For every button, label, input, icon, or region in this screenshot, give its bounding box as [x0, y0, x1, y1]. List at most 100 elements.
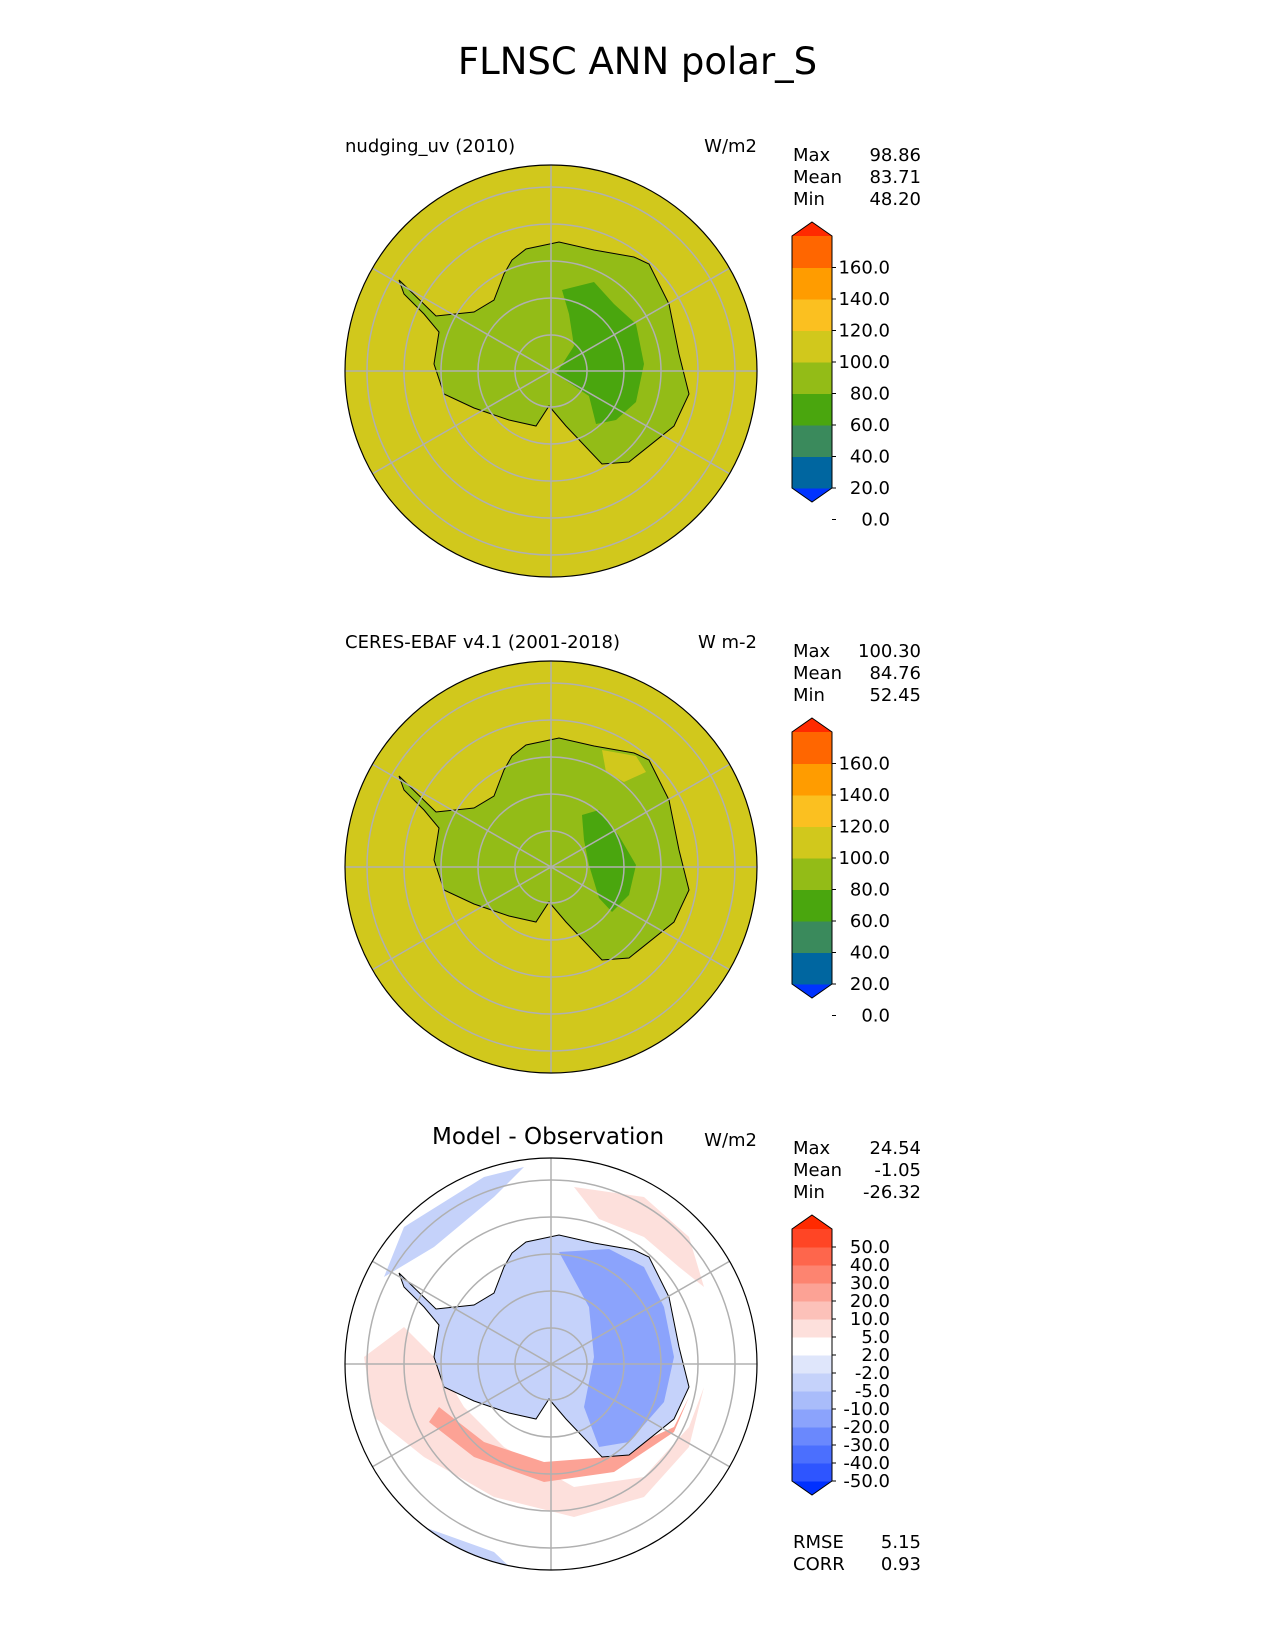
colorbar-segment	[792, 1355, 832, 1374]
graticule	[345, 165, 757, 577]
panel-2-units: W m-2	[697, 632, 757, 653]
colorbar-outline	[791, 717, 833, 999]
colorbar-tick-label: -5.0	[855, 1381, 890, 1402]
colorbar-segment	[792, 795, 832, 827]
colorbar-outline	[791, 1214, 833, 1496]
panel-3-stats: Max 24.54 Mean -1.05 Min -26.32	[793, 1138, 921, 1204]
panel-2-polar-map	[344, 660, 758, 1074]
colorbar-outline	[791, 221, 833, 503]
colorbar-tick-label: 140.0	[838, 289, 890, 310]
stat-label: Min	[793, 685, 825, 706]
colorbar-tick-label: 160.0	[838, 754, 890, 775]
colorbar-tick-label: -40.0	[843, 1453, 890, 1474]
stat-label: Max	[793, 641, 831, 662]
plateau-region	[582, 810, 636, 912]
colorbar-segment	[792, 763, 832, 796]
colorbar-tick-label: 20.0	[850, 1291, 890, 1312]
map-boundary	[344, 1157, 758, 1571]
colorbar-segment	[792, 267, 832, 300]
panel-3-error-stats: RMSE 5.15 CORR 0.93	[793, 1532, 921, 1576]
colorbar-tick-label: 80.0	[850, 880, 890, 901]
colorbar-segment	[792, 393, 832, 426]
stat-value: 83.71	[869, 167, 921, 188]
colorbar-segment	[792, 858, 832, 890]
panel-1-colorbar: 160.0 140.0 120.0 100.0 80.0 60.0 40.0 20.0 0.0	[791, 221, 890, 531]
panel-2-colorbar: 160.0 140.0 120.0 100.0 80.0 60.0 40.0 20.0 0.0	[791, 717, 890, 1027]
colorbar-segment	[792, 1265, 832, 1284]
colorbar-segment	[792, 1445, 832, 1464]
colorbar-segment	[792, 889, 832, 922]
stat-value: 98.86	[869, 145, 921, 166]
map-boundary	[344, 660, 758, 1074]
colorbar-tick-label: 100.0	[838, 352, 890, 373]
stat-value: 0.93	[880, 1554, 921, 1575]
graticule	[345, 1158, 757, 1570]
negative-land-patch	[559, 1249, 674, 1447]
colorbar-tick-label: 50.0	[850, 1237, 890, 1258]
stat-value: 48.20	[869, 189, 921, 210]
panel-1-title: nudging_uv (2010)	[345, 136, 516, 157]
colorbar-segment	[792, 1427, 832, 1446]
panel-1-units: W/m2	[704, 136, 757, 157]
colorbar-tick-label: 0.0	[861, 1006, 890, 1027]
colorbar-tick-label: -50.0	[843, 1471, 890, 1492]
colorbar-segment	[792, 425, 832, 457]
stat-value: 5.15	[880, 1532, 921, 1553]
colorbar-tick-label: -10.0	[843, 1399, 890, 1420]
colorbar-tick-label: 120.0	[838, 321, 890, 342]
colorbar-segment	[792, 1337, 832, 1356]
colorbar-segment	[792, 456, 832, 489]
colorbar-segment	[792, 1283, 832, 1302]
map-boundary	[344, 164, 758, 578]
stat-value: -1.05	[874, 1160, 921, 1181]
colorbar-segment	[792, 826, 832, 859]
colorbar-tick-label: 140.0	[838, 785, 890, 806]
colorbar-tick-label: 30.0	[850, 1273, 890, 1294]
stat-label: Mean	[793, 663, 843, 684]
colorbar-tick-label: 0.0	[861, 510, 890, 531]
panel-1-stats: Max 98.86 Mean 83.71 Min 48.20	[793, 145, 921, 211]
colorbar-tick-label: 160.0	[838, 258, 890, 279]
colorbar-segment	[792, 1373, 832, 1392]
colorbar-extend-low	[792, 488, 832, 502]
colorbar-segment	[792, 952, 832, 985]
colorbar-segment	[792, 732, 832, 764]
panel-1-polar-map	[344, 164, 758, 578]
colorbar-tick-label: 2.0	[861, 1345, 890, 1366]
colorbar-tick-label: 120.0	[838, 817, 890, 838]
colorbar-tick-label: 60.0	[850, 415, 890, 436]
stat-label: RMSE	[793, 1532, 844, 1553]
colorbar-segment	[792, 1247, 832, 1266]
stat-value: 84.76	[869, 663, 921, 684]
colorbar-extend-high	[792, 1215, 832, 1229]
stat-label: Max	[793, 1138, 831, 1159]
colorbar-segment	[792, 921, 832, 953]
colorbar-tick-label: 80.0	[850, 384, 890, 405]
colorbar-extend-high	[792, 718, 832, 732]
figure-title: FLNSC ANN polar_S	[457, 40, 818, 83]
colorbar-segment	[792, 299, 832, 331]
colorbar-tick-label: 40.0	[850, 447, 890, 468]
coastal-band	[602, 750, 646, 782]
colorbar-segment	[792, 330, 832, 363]
stat-value: -26.32	[862, 1182, 921, 1203]
colorbar-tick-label: 40.0	[850, 1255, 890, 1276]
colorbar-segment	[792, 236, 832, 268]
colorbar-segment	[792, 1391, 832, 1410]
colorbar-extend-low	[792, 984, 832, 998]
colorbar-tick-label: 5.0	[861, 1327, 890, 1348]
stat-label: Max	[793, 145, 831, 166]
colorbar-tick-label: 40.0	[850, 943, 890, 964]
colorbar-tick-label: 100.0	[838, 848, 890, 869]
colorbar-tick-label: 20.0	[850, 974, 890, 995]
colorbar-segment	[792, 1301, 832, 1320]
stat-value: 100.30	[858, 641, 921, 662]
colorbar-extend-high	[792, 222, 832, 236]
colorbar-segment	[792, 1409, 832, 1428]
stat-label: Min	[793, 1182, 825, 1203]
negative-ocean-patch	[384, 1167, 524, 1277]
panel-3-title: Model - Observation	[432, 1124, 665, 1150]
stat-value: 52.45	[869, 685, 921, 706]
colorbar-extend-low	[792, 1481, 832, 1495]
positive-ocean-patch	[574, 1187, 704, 1287]
